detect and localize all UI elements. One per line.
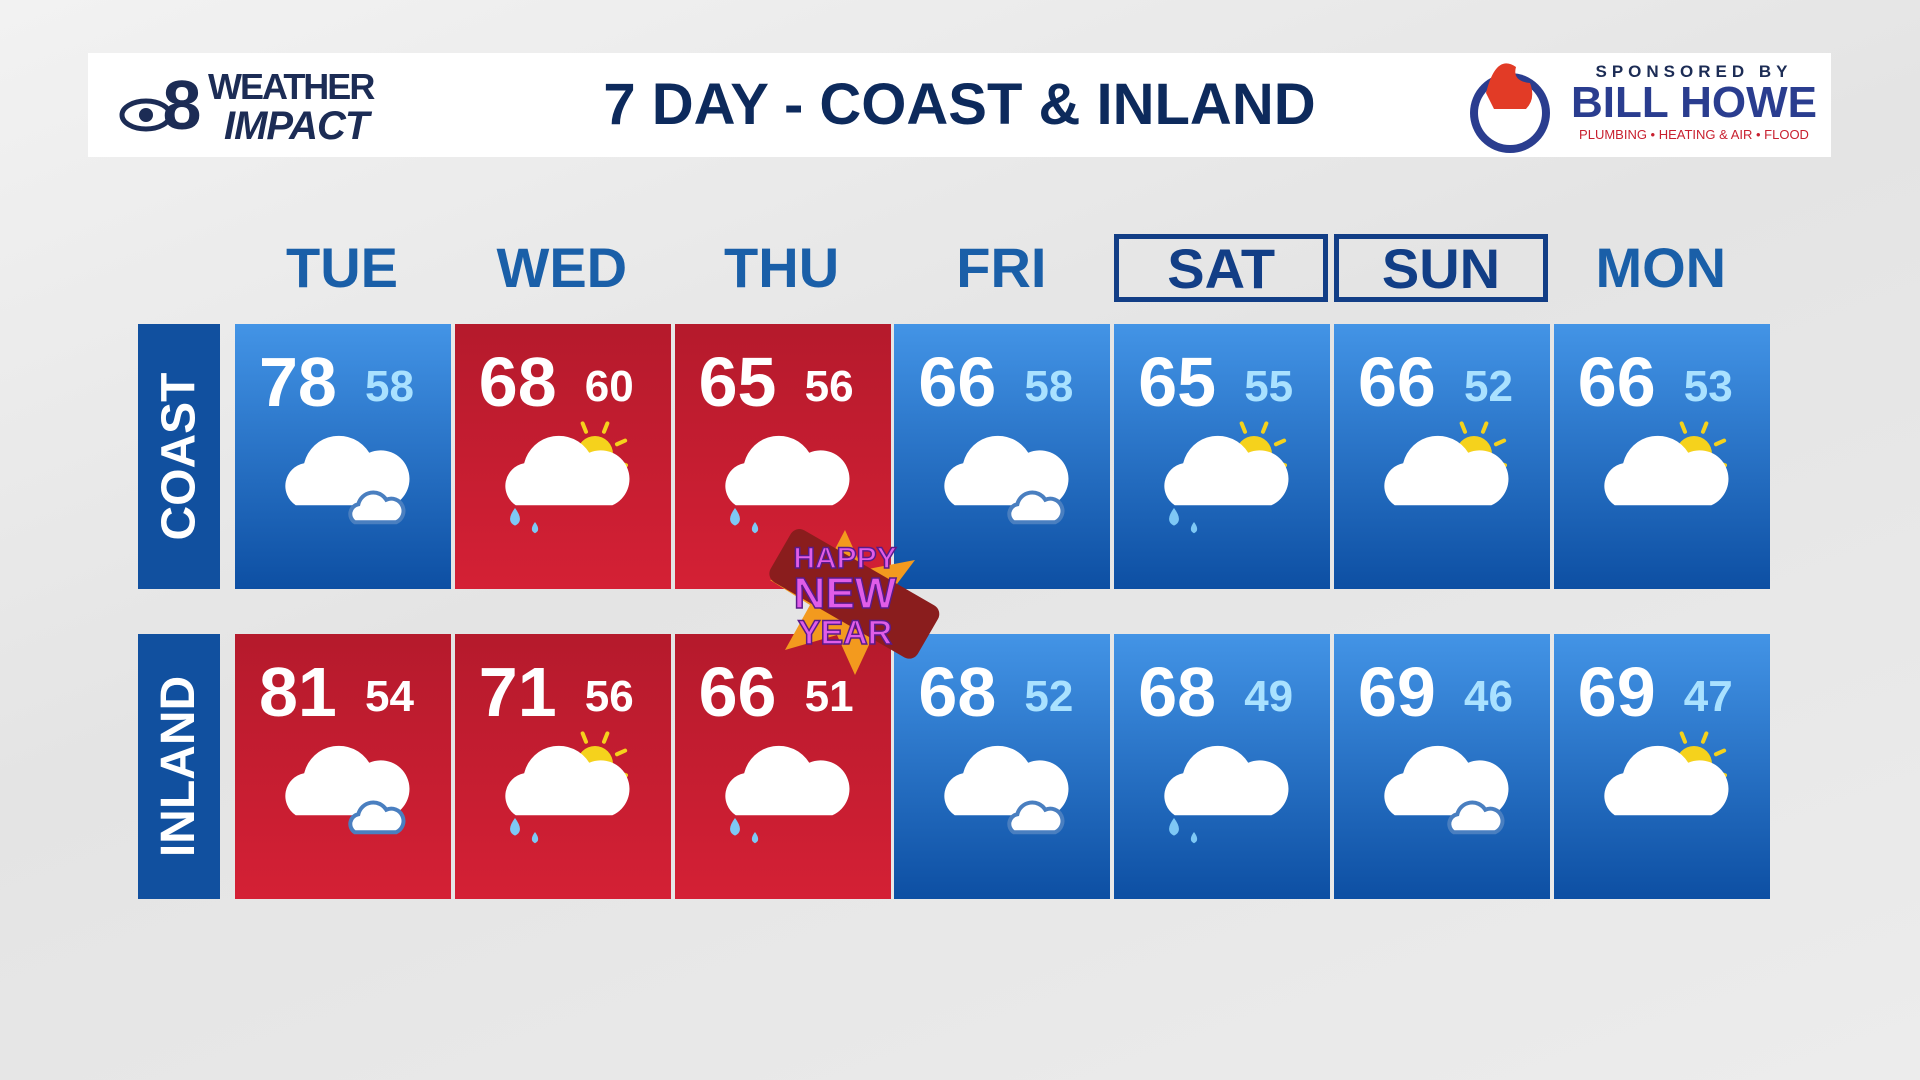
- title: 7 DAY - COAST & INLAND: [603, 72, 1316, 137]
- new-year-sticker: HAPPY NEW YEAR: [769, 529, 940, 675]
- sponsor-label: SPONSORED BY: [1596, 62, 1793, 81]
- weather-icon: [1384, 421, 1509, 506]
- station-logo: 8 WEATHER IMPACT: [119, 66, 377, 147]
- low-temp: 49: [1244, 672, 1294, 721]
- weather-icon: [944, 745, 1069, 835]
- low-temp: 60: [584, 362, 634, 411]
- low-temp: 51: [804, 672, 854, 721]
- day-header: SUN: [1334, 234, 1548, 302]
- high-temp: 66: [1358, 343, 1436, 421]
- forecast-cell: 69 46: [1334, 634, 1550, 899]
- forecast-cell: 66 58: [894, 324, 1111, 589]
- weather-icon: [724, 745, 850, 844]
- forecast-cell: 66 53: [1553, 324, 1770, 589]
- high-temp: 68: [478, 343, 557, 421]
- weather-icon: [1384, 745, 1509, 835]
- high-temp: 66: [698, 653, 777, 731]
- low-temp: 53: [1683, 362, 1733, 411]
- forecast-cell: 66 51: [674, 634, 891, 899]
- forecast-cell: 66 52: [1334, 324, 1550, 589]
- logo-number: 8: [163, 66, 202, 144]
- low-temp: 46: [1464, 672, 1513, 721]
- forecast-cell: 78 58: [235, 324, 451, 589]
- low-temp: 56: [804, 362, 854, 411]
- high-temp: 78: [259, 343, 337, 421]
- logo-line1: WEATHER: [208, 66, 375, 107]
- high-temp: 68: [1138, 653, 1217, 731]
- low-temp: 52: [1024, 672, 1074, 721]
- weather-icon: [505, 731, 630, 844]
- row-label-text: COAST: [152, 372, 206, 541]
- high-temp: 69: [1577, 653, 1656, 731]
- weather-icon: [285, 435, 410, 525]
- low-temp: 56: [584, 672, 634, 721]
- high-temp: 65: [1138, 343, 1217, 421]
- forecast-cell: 68 49: [1114, 634, 1331, 899]
- forecast-cell: 71 56: [454, 634, 671, 899]
- high-temp: 68: [918, 653, 997, 731]
- weather-icon: [724, 435, 850, 534]
- high-temp: 65: [698, 343, 777, 421]
- row-label-text: INLAND: [152, 675, 206, 858]
- high-temp: 71: [478, 653, 557, 731]
- weather-icon: [944, 435, 1069, 525]
- high-temp: 66: [1577, 343, 1656, 421]
- forecast-cell: 68 60: [454, 324, 671, 589]
- logo-line2: IMPACT: [224, 104, 373, 147]
- sponsor-services: PLUMBING • HEATING & AIR • FLOOD: [1579, 127, 1809, 142]
- weather-icon: [1604, 421, 1729, 506]
- forecast-cell: 65 56: [674, 324, 891, 589]
- day-header: FRI: [956, 236, 1047, 299]
- high-temp: 69: [1358, 653, 1436, 731]
- low-temp: 47: [1683, 672, 1733, 721]
- low-temp: 54: [365, 672, 414, 721]
- sponsor-name: BILL HOWE: [1571, 78, 1817, 127]
- sticker-text: HAPPY: [793, 542, 896, 575]
- row-label: COAST: [138, 324, 220, 589]
- weather-icon: [1164, 745, 1289, 844]
- high-temp: 81: [259, 653, 337, 731]
- forecast-cell: 69 47: [1553, 634, 1770, 899]
- forecast-cell: 81 54: [235, 634, 451, 899]
- weather-icon: [1164, 421, 1289, 534]
- row-label: INLAND: [138, 634, 220, 899]
- day-header: SAT: [1114, 234, 1329, 302]
- header: 7 DAY - COAST & INLAND 8 WEATHER IMPACT …: [88, 53, 1831, 157]
- weather-icon: [285, 745, 410, 835]
- day-header: THU: [724, 236, 840, 299]
- sponsor: SPONSORED BY BILL HOWE PLUMBING • HEATIN…: [1470, 62, 1817, 153]
- day-header: MON: [1595, 236, 1727, 299]
- high-temp: 66: [918, 343, 997, 421]
- forecast-cell: 65 55: [1114, 324, 1331, 589]
- day-header: TUE: [286, 236, 398, 299]
- day-header: WED: [496, 236, 628, 299]
- low-temp: 58: [1024, 362, 1074, 411]
- low-temp: 58: [365, 362, 414, 411]
- forecast-cell: 68 52: [894, 634, 1111, 899]
- sticker-text: YEAR: [798, 614, 892, 652]
- sticker-text: NEW: [794, 569, 897, 618]
- weather-icon: [1604, 731, 1729, 816]
- low-temp: 52: [1464, 362, 1513, 411]
- weather-icon: [505, 421, 630, 534]
- low-temp: 55: [1244, 362, 1294, 411]
